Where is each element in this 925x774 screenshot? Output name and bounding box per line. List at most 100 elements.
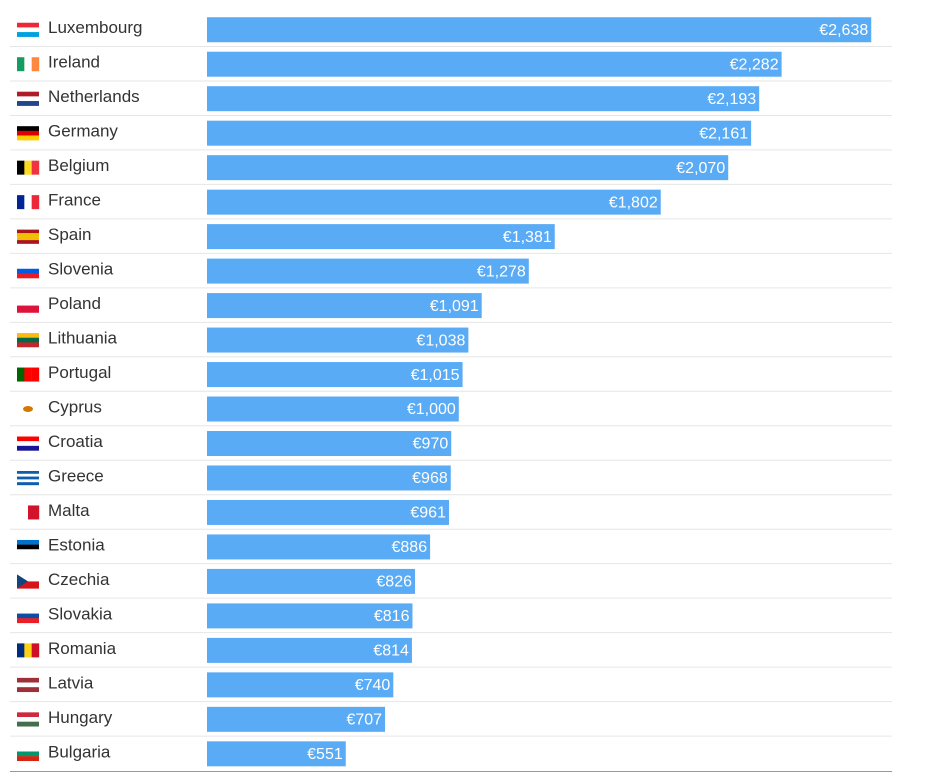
- value-label: €2,161: [699, 125, 748, 142]
- flag-stripe: [17, 473, 39, 477]
- category-label: Ireland: [48, 53, 100, 72]
- bar: [207, 603, 413, 629]
- flag-stripe: [17, 505, 29, 520]
- flag: [17, 436, 39, 451]
- flag: [17, 712, 39, 727]
- category-label: Belgium: [48, 156, 109, 175]
- bar: [207, 362, 463, 388]
- value-label: €2,638: [819, 22, 868, 39]
- value-label: €961: [410, 505, 446, 522]
- bar: [207, 465, 451, 491]
- flag-stripe: [17, 721, 39, 727]
- flag: [17, 402, 39, 417]
- flag-stripe: [17, 32, 39, 37]
- category-label: Estonia: [48, 535, 105, 554]
- flag: [17, 539, 39, 555]
- bar: [207, 396, 459, 422]
- category-label: Latvia: [48, 673, 94, 692]
- flag: [17, 57, 40, 72]
- value-label: €968: [412, 470, 448, 487]
- category-label: Lithuania: [48, 329, 118, 348]
- flag-stripe: [17, 22, 39, 28]
- flag: [17, 505, 40, 520]
- bar: [207, 86, 760, 112]
- flag-stripe: [17, 298, 39, 306]
- value-label: €2,282: [730, 56, 779, 73]
- bar: [207, 706, 386, 732]
- flag-stripe: [17, 470, 39, 474]
- flag: [17, 195, 40, 210]
- category-label: Greece: [48, 466, 104, 485]
- flag: [17, 470, 39, 486]
- flag-stripe: [17, 367, 25, 382]
- value-label: €1,091: [430, 298, 479, 315]
- value-label: €2,193: [707, 91, 756, 108]
- value-label: €740: [355, 677, 391, 694]
- flag: [17, 22, 39, 37]
- value-label: €1,802: [609, 194, 658, 211]
- value-label: €1,038: [416, 332, 465, 349]
- flag-stripe: [31, 57, 40, 72]
- value-label: €707: [346, 712, 382, 729]
- flag-stripe: [17, 229, 39, 234]
- flag: [17, 574, 39, 589]
- category-label: Bulgaria: [48, 742, 111, 761]
- flag-detail: [23, 406, 33, 413]
- flag-stripe: [17, 618, 39, 624]
- flag-stripe: [17, 687, 39, 693]
- flag-stripe: [17, 613, 39, 619]
- flag-stripe: [17, 445, 39, 451]
- flag-stripe: [17, 677, 39, 683]
- flag-stripe: [17, 643, 25, 658]
- bar: [207, 224, 555, 250]
- flag: [17, 746, 39, 762]
- flag-stripe: [17, 436, 39, 442]
- category-label: Germany: [48, 122, 118, 141]
- bar: [207, 293, 482, 319]
- flag: [17, 608, 39, 624]
- category-label: France: [48, 191, 101, 210]
- flag-stripe: [17, 273, 39, 279]
- bar: [207, 51, 782, 77]
- flag-stripe: [17, 130, 39, 136]
- category-label: Cyprus: [48, 398, 102, 417]
- flag-stripe: [17, 574, 39, 582]
- bar: [207, 155, 729, 181]
- flag-stripe: [17, 746, 39, 752]
- flag-stripe: [17, 756, 39, 762]
- category-label: Romania: [48, 639, 117, 658]
- flag-stripe: [17, 91, 39, 97]
- flag-stripe: [17, 236, 39, 241]
- bar: [207, 327, 469, 353]
- flag-stripe: [17, 240, 39, 244]
- flag-stripe: [17, 195, 25, 210]
- flag-stripe: [17, 101, 39, 106]
- flag-stripe: [17, 441, 39, 447]
- flag: [17, 91, 39, 106]
- value-label: €816: [374, 608, 410, 625]
- category-label: Malta: [48, 501, 90, 520]
- bar: [207, 258, 529, 284]
- value-label: €826: [376, 574, 412, 591]
- category-label: Netherlands: [48, 87, 140, 106]
- value-label: €1,015: [411, 367, 460, 384]
- flag-stripe: [17, 126, 39, 132]
- bar: [207, 17, 872, 43]
- flag-stripe: [17, 482, 39, 486]
- flag-stripe: [17, 712, 39, 718]
- flag: [17, 126, 39, 141]
- flag-stripe: [17, 581, 39, 589]
- flag-stripe: [24, 643, 32, 658]
- flag-stripe: [17, 608, 39, 614]
- category-label: Portugal: [48, 363, 111, 382]
- flag-stripe: [17, 57, 25, 72]
- flag-stripe: [24, 57, 32, 72]
- flag-stripe: [17, 233, 39, 237]
- flag: [17, 367, 40, 382]
- flag-stripe: [17, 160, 25, 175]
- flag-stripe: [17, 342, 39, 348]
- flag-stripe: [17, 539, 39, 545]
- category-label: Slovakia: [48, 604, 113, 623]
- bar: [207, 568, 415, 594]
